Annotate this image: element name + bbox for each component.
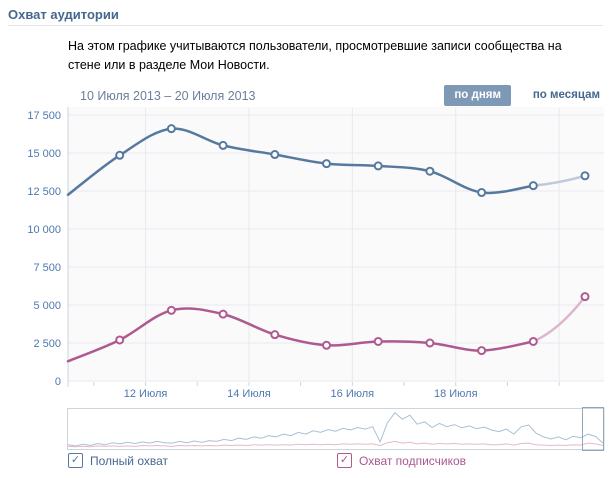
data-point-marker (270, 150, 280, 160)
by-days-button[interactable]: по дням (444, 85, 511, 106)
title-divider (8, 25, 603, 26)
x-tick-label: 16 Июля (331, 388, 375, 400)
y-tick-label: 15 000 (27, 148, 61, 160)
data-point-marker (270, 330, 280, 340)
data-point-marker (322, 159, 331, 169)
x-axis-labels: 12 Июля 14 Июля 16 Июля 18 Июля (124, 388, 478, 400)
by-months-button[interactable]: по месяцам (532, 89, 600, 101)
y-tick-label: 7 500 (33, 262, 61, 274)
data-point-marker (580, 292, 590, 302)
data-point-marker (115, 335, 125, 345)
legend-item-subscriber-reach[interactable]: ✓ Охват подписчиков (337, 453, 466, 468)
chart-controls: 10 Июля 2013 – 20 Июля 2013 по дням по м… (0, 84, 611, 108)
data-point-marker (580, 171, 590, 181)
y-tick-label: 2 500 (33, 338, 61, 350)
page-title: Охват аудитории (8, 7, 119, 22)
data-point-marker (373, 161, 383, 171)
overview-chart[interactable] (67, 407, 605, 451)
chart-description: На этом графике учитываются пользователи… (68, 39, 562, 72)
legend-label-subscriber-reach: Охват подписчиков (359, 453, 467, 468)
x-tick-label: 14 Июля (227, 388, 271, 400)
checkbox-full-reach[interactable]: ✓ (68, 453, 83, 468)
checkbox-subscriber-reach[interactable]: ✓ (337, 453, 352, 468)
data-point-marker (477, 188, 487, 198)
data-point-marker (528, 181, 538, 191)
data-point-marker (477, 346, 487, 356)
data-point-marker (166, 124, 176, 134)
y-tick-label: 5 000 (33, 300, 61, 312)
y-axis-labels: 0 2 500 5 000 7 500 10 000 12 500 15 000 17 500 (27, 110, 61, 388)
main-chart (67, 107, 604, 387)
data-point-marker (322, 340, 331, 350)
data-point-marker (373, 336, 383, 346)
y-tick-label: 17 500 (27, 110, 61, 122)
data-point-marker (218, 309, 228, 319)
chart-legend: ✓ Полный охват ✓ Охват подписчиков (0, 453, 611, 473)
data-point-marker (115, 150, 125, 160)
range-selector[interactable] (582, 407, 604, 451)
x-tick-label: 12 Июля (124, 388, 168, 400)
full-reach-line (66, 124, 590, 198)
date-range: 10 Июля 2013 – 20 Июля 2013 (80, 89, 256, 103)
y-tick-label: 12 500 (27, 186, 61, 198)
legend-item-full-reach[interactable]: ✓ Полный охват (68, 453, 168, 468)
subscriber-reach-line (66, 292, 590, 363)
legend-label-full-reach: Полный охват (90, 453, 169, 468)
x-tick-label: 18 Июля (434, 388, 478, 400)
data-point-marker (425, 166, 435, 176)
data-point-marker (218, 140, 228, 150)
data-point-marker (425, 338, 435, 348)
data-point-marker (166, 305, 176, 315)
y-tick-label: 0 (55, 376, 61, 388)
y-tick-label: 10 000 (27, 224, 61, 236)
data-point-marker (528, 336, 538, 346)
